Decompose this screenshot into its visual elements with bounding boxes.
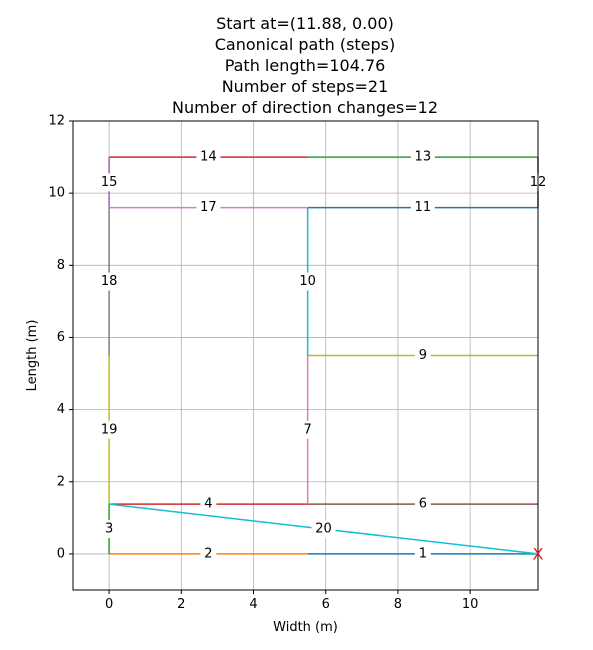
y-tick-label: 6 bbox=[57, 330, 65, 345]
step-label-bg-4 bbox=[200, 495, 217, 514]
step-label-bg-17 bbox=[196, 198, 221, 217]
step-label-bg-10 bbox=[295, 272, 320, 291]
step-label-bg-15 bbox=[97, 173, 122, 192]
y-tick-label: 4 bbox=[57, 402, 65, 417]
step-label-13: 13 bbox=[415, 150, 432, 165]
step-label-6: 6 bbox=[419, 497, 427, 512]
step-label-bg-2 bbox=[200, 544, 217, 563]
step-label-7: 7 bbox=[304, 422, 312, 437]
x-tick-label: 6 bbox=[322, 597, 330, 612]
step-label-bg-7 bbox=[299, 420, 316, 439]
x-tick-label: 0 bbox=[105, 597, 113, 612]
step-label-9: 9 bbox=[419, 348, 427, 363]
step-label-15: 15 bbox=[101, 175, 118, 190]
step-label-bg-19 bbox=[97, 420, 122, 439]
step-label-bg-18 bbox=[97, 272, 122, 291]
step-label-bg-6 bbox=[414, 495, 431, 514]
step-label-11: 11 bbox=[415, 200, 432, 215]
step-label-18: 18 bbox=[101, 274, 118, 289]
step-label-bg-13 bbox=[410, 148, 435, 167]
title-line-5: Number of direction changes=12 bbox=[172, 98, 438, 117]
title-line-2: Canonical path (steps) bbox=[215, 35, 396, 54]
x-tick-label: 8 bbox=[394, 597, 402, 612]
x-tick-label: 10 bbox=[462, 597, 479, 612]
step-label-17: 17 bbox=[200, 200, 217, 215]
y-axis-label: Length (m) bbox=[25, 320, 40, 392]
step-label-4: 4 bbox=[204, 497, 212, 512]
y-tick-label: 12 bbox=[48, 114, 65, 129]
step-label-bg-1 bbox=[414, 544, 431, 563]
step-label-14: 14 bbox=[200, 150, 217, 165]
title-line-3: Path length=104.76 bbox=[225, 56, 386, 75]
x-tick-label: 2 bbox=[177, 597, 185, 612]
y-tick-label: 8 bbox=[57, 258, 65, 273]
step-label-20: 20 bbox=[315, 522, 332, 537]
title-line-1: Start at=(11.88, 0.00) bbox=[216, 14, 394, 33]
chart-title: Start at=(11.88, 0.00) Canonical path (st… bbox=[172, 14, 438, 117]
step-label-bg-14 bbox=[196, 148, 221, 167]
x-tick-label: 4 bbox=[249, 597, 257, 612]
step-label-19: 19 bbox=[101, 422, 118, 437]
y-tick-label: 0 bbox=[57, 546, 65, 561]
step-label-bg-3 bbox=[101, 520, 118, 539]
step-label-bg-9 bbox=[414, 346, 431, 365]
path-segments bbox=[108, 156, 539, 555]
step-label-10: 10 bbox=[299, 274, 316, 289]
y-tick-label: 2 bbox=[57, 474, 65, 489]
step-label-3: 3 bbox=[105, 522, 113, 537]
step-label-2: 2 bbox=[204, 546, 212, 561]
title-line-4: Number of steps=21 bbox=[222, 77, 389, 96]
x-axis-label: Width (m) bbox=[273, 620, 338, 635]
y-tick-label: 10 bbox=[48, 186, 65, 201]
step-label-1: 1 bbox=[419, 546, 427, 561]
step-label-bg-11 bbox=[410, 198, 435, 217]
start-marker: X bbox=[533, 544, 544, 563]
step-label-bg-20 bbox=[311, 520, 336, 539]
axes-frame bbox=[72, 120, 539, 591]
